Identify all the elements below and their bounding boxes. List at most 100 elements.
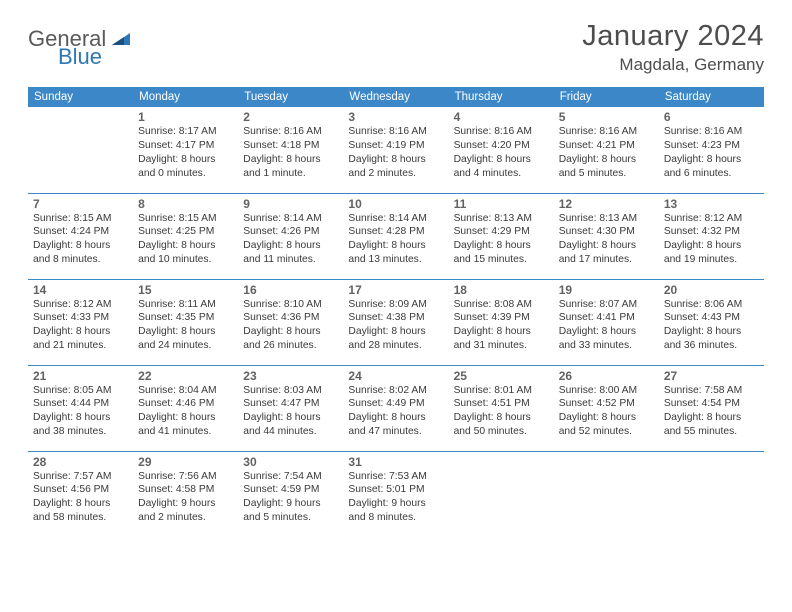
day-info: Sunrise: 8:14 AMSunset: 4:26 PMDaylight:… [243,212,338,268]
sunset-text: Sunset: 4:46 PM [138,397,233,411]
day-info: Sunrise: 8:10 AMSunset: 4:36 PMDaylight:… [243,298,338,354]
day-info: Sunrise: 8:17 AMSunset: 4:17 PMDaylight:… [138,125,233,181]
day-number: 25 [454,369,549,383]
sunset-text: Sunset: 4:18 PM [243,139,338,153]
day-info: Sunrise: 8:12 AMSunset: 4:32 PMDaylight:… [664,212,759,268]
day-info: Sunrise: 7:56 AMSunset: 4:58 PMDaylight:… [138,470,233,526]
calendar-day-cell [28,107,133,193]
sunset-text: Sunset: 4:56 PM [33,483,128,497]
day-info: Sunrise: 8:12 AMSunset: 4:33 PMDaylight:… [33,298,128,354]
day-number: 20 [664,283,759,297]
weekday-header: Sunday [28,87,133,107]
day-number: 7 [33,197,128,211]
daylight-text-1: Daylight: 8 hours [454,411,549,425]
daylight-text-1: Daylight: 8 hours [243,153,338,167]
calendar-day-cell: 3Sunrise: 8:16 AMSunset: 4:19 PMDaylight… [343,107,448,193]
day-number: 6 [664,110,759,124]
calendar-table: SundayMondayTuesdayWednesdayThursdayFrid… [28,87,764,537]
calendar-day-cell: 7Sunrise: 8:15 AMSunset: 4:24 PMDaylight… [28,193,133,279]
calendar-body: 1Sunrise: 8:17 AMSunset: 4:17 PMDaylight… [28,107,764,537]
day-info: Sunrise: 8:16 AMSunset: 4:21 PMDaylight:… [559,125,654,181]
sunset-text: Sunset: 4:24 PM [33,225,128,239]
calendar-week-row: 28Sunrise: 7:57 AMSunset: 4:56 PMDayligh… [28,451,764,537]
sunset-text: Sunset: 4:41 PM [559,311,654,325]
daylight-text-1: Daylight: 8 hours [348,153,443,167]
day-info: Sunrise: 8:02 AMSunset: 4:49 PMDaylight:… [348,384,443,440]
daylight-text-2: and 24 minutes. [138,339,233,353]
sunrise-text: Sunrise: 8:16 AM [664,125,759,139]
weekday-header: Monday [133,87,238,107]
sunset-text: Sunset: 4:39 PM [454,311,549,325]
sunrise-text: Sunrise: 8:07 AM [559,298,654,312]
weekday-header: Tuesday [238,87,343,107]
day-number: 18 [454,283,549,297]
day-info: Sunrise: 8:16 AMSunset: 4:18 PMDaylight:… [243,125,338,181]
day-info: Sunrise: 7:57 AMSunset: 4:56 PMDaylight:… [33,470,128,526]
location-label: Magdala, Germany [582,55,764,75]
calendar-week-row: 7Sunrise: 8:15 AMSunset: 4:24 PMDaylight… [28,193,764,279]
daylight-text-1: Daylight: 8 hours [559,325,654,339]
daylight-text-2: and 13 minutes. [348,253,443,267]
daylight-text-1: Daylight: 8 hours [559,239,654,253]
daylight-text-1: Daylight: 8 hours [664,411,759,425]
day-number: 9 [243,197,338,211]
daylight-text-1: Daylight: 8 hours [138,325,233,339]
daylight-text-2: and 38 minutes. [33,425,128,439]
daylight-text-1: Daylight: 8 hours [348,411,443,425]
sunset-text: Sunset: 4:21 PM [559,139,654,153]
sunrise-text: Sunrise: 7:53 AM [348,470,443,484]
sunrise-text: Sunrise: 8:12 AM [33,298,128,312]
daylight-text-1: Daylight: 8 hours [33,497,128,511]
flag-icon [110,27,132,52]
daylight-text-2: and 19 minutes. [664,253,759,267]
sunset-text: Sunset: 4:28 PM [348,225,443,239]
calendar-week-row: 14Sunrise: 8:12 AMSunset: 4:33 PMDayligh… [28,279,764,365]
day-info: Sunrise: 8:00 AMSunset: 4:52 PMDaylight:… [559,384,654,440]
daylight-text-2: and 17 minutes. [559,253,654,267]
sunset-text: Sunset: 4:26 PM [243,225,338,239]
sunrise-text: Sunrise: 8:03 AM [243,384,338,398]
header: General January 2024 Magdala, Germany [28,20,764,75]
day-info: Sunrise: 8:06 AMSunset: 4:43 PMDaylight:… [664,298,759,354]
daylight-text-2: and 4 minutes. [454,167,549,181]
sunrise-text: Sunrise: 8:01 AM [454,384,549,398]
daylight-text-2: and 1 minute. [243,167,338,181]
sunset-text: Sunset: 4:54 PM [664,397,759,411]
day-number: 21 [33,369,128,383]
daylight-text-1: Daylight: 8 hours [138,239,233,253]
brand-text-blue-wrap: Blue [58,44,102,70]
daylight-text-1: Daylight: 8 hours [559,153,654,167]
sunset-text: Sunset: 4:59 PM [243,483,338,497]
daylight-text-2: and 15 minutes. [454,253,549,267]
sunrise-text: Sunrise: 8:00 AM [559,384,654,398]
sunset-text: Sunset: 4:33 PM [33,311,128,325]
daylight-text-2: and 5 minutes. [243,511,338,525]
calendar-day-cell: 2Sunrise: 8:16 AMSunset: 4:18 PMDaylight… [238,107,343,193]
sunset-text: Sunset: 4:49 PM [348,397,443,411]
daylight-text-2: and 31 minutes. [454,339,549,353]
day-number: 2 [243,110,338,124]
daylight-text-1: Daylight: 8 hours [664,239,759,253]
day-number: 22 [138,369,233,383]
daylight-text-2: and 8 minutes. [348,511,443,525]
daylight-text-1: Daylight: 8 hours [664,153,759,167]
sunset-text: Sunset: 4:25 PM [138,225,233,239]
calendar-day-cell: 20Sunrise: 8:06 AMSunset: 4:43 PMDayligh… [659,279,764,365]
sunset-text: Sunset: 4:44 PM [33,397,128,411]
sunset-text: Sunset: 4:38 PM [348,311,443,325]
calendar-day-cell: 1Sunrise: 8:17 AMSunset: 4:17 PMDaylight… [133,107,238,193]
day-number: 11 [454,197,549,211]
day-info: Sunrise: 8:13 AMSunset: 4:30 PMDaylight:… [559,212,654,268]
calendar-day-cell: 28Sunrise: 7:57 AMSunset: 4:56 PMDayligh… [28,451,133,537]
day-number: 16 [243,283,338,297]
daylight-text-2: and 41 minutes. [138,425,233,439]
calendar-header-row: SundayMondayTuesdayWednesdayThursdayFrid… [28,87,764,107]
sunrise-text: Sunrise: 8:13 AM [559,212,654,226]
day-info: Sunrise: 8:08 AMSunset: 4:39 PMDaylight:… [454,298,549,354]
daylight-text-1: Daylight: 9 hours [243,497,338,511]
daylight-text-1: Daylight: 8 hours [348,239,443,253]
day-number: 24 [348,369,443,383]
calendar-page: General January 2024 Magdala, Germany Bl… [0,0,792,557]
sunrise-text: Sunrise: 8:06 AM [664,298,759,312]
sunset-text: Sunset: 4:17 PM [138,139,233,153]
